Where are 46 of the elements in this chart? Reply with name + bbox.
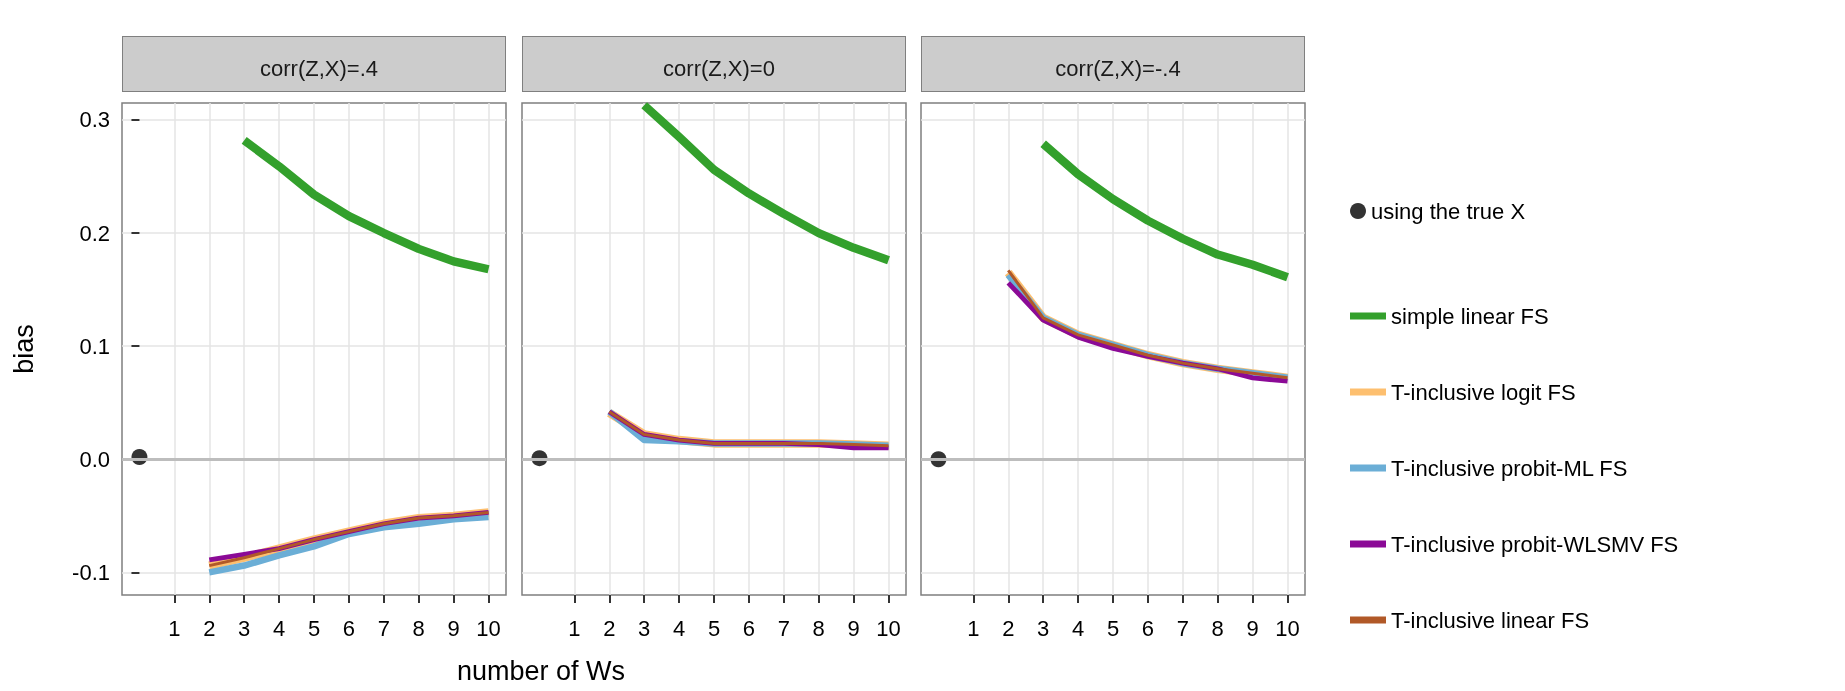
x-tick-label: 2 (1002, 615, 1015, 641)
x-tick-label: 5 (307, 615, 321, 641)
chart-title: corr(Z,X)=.4 (260, 55, 378, 81)
x-tick-label: 3 (1037, 615, 1050, 641)
x-tick-label: 8 (1211, 615, 1224, 641)
x-tick-label: 5 (707, 615, 721, 641)
y-tick-label: 0.1 (79, 333, 110, 359)
chart-title: corr(Z,X)=-.4 (1055, 55, 1181, 81)
x-tick-label: 3 (638, 615, 651, 641)
x-tick-label: 7 (377, 615, 390, 641)
x-tick-label: 10 (476, 615, 501, 641)
x-tick-label: 9 (447, 615, 460, 641)
x-tick-label: 8 (812, 615, 825, 641)
x-tick-label: 7 (1176, 615, 1189, 641)
legend-label: simple linear FS (1391, 303, 1549, 329)
y-tick-label: 0.0 (79, 446, 110, 472)
x-tick-label: 10 (1275, 615, 1300, 641)
x-tick-label: 6 (1141, 615, 1155, 641)
x-tick-label: 7 (777, 615, 790, 641)
chart-title: corr(Z,X)=0 (663, 55, 775, 81)
legend-label: T-inclusive logit FS (1391, 379, 1576, 405)
x-tick-label: 4 (1071, 615, 1085, 641)
x-tick-label: 3 (238, 615, 251, 641)
x-tick-label: 9 (1246, 615, 1259, 641)
x-tick-label: 4 (672, 615, 686, 641)
x-tick-label: 1 (168, 615, 181, 641)
legend-label: using the true X (1371, 198, 1526, 224)
x-tick-label: 10 (876, 615, 901, 641)
x-tick-label: 5 (1106, 615, 1120, 641)
x-tick-label: 8 (412, 615, 425, 641)
x-tick-label: 9 (847, 615, 860, 641)
legend-label: T-inclusive probit-WLSMV FS (1391, 531, 1679, 557)
x-tick-label: 6 (742, 615, 756, 641)
x-tick-label: 1 (568, 615, 581, 641)
y-tick-label: 0.3 (79, 107, 110, 133)
y-tick-label: -0.1 (72, 559, 110, 585)
y-axis-title: bias (8, 324, 39, 374)
x-tick-label: 4 (272, 615, 286, 641)
x-axis-title: number of Ws (456, 655, 626, 686)
x-tick-label: 2 (203, 615, 216, 641)
y-tick-label: 0.2 (79, 220, 110, 246)
legend-label: T-inclusive linear FS (1391, 607, 1590, 633)
x-tick-label: 2 (603, 615, 616, 641)
x-tick-label: 6 (342, 615, 356, 641)
x-tick-label: 1 (967, 615, 980, 641)
legend-label: T-inclusive probit-ML FS (1391, 455, 1628, 481)
